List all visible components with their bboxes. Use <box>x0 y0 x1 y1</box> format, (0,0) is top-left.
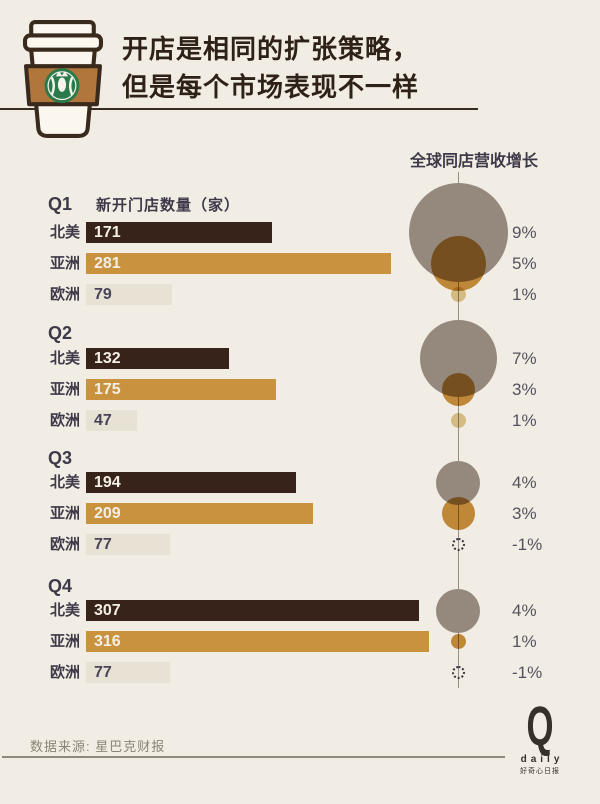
siren-crown <box>55 71 69 77</box>
bar-na: 132 <box>86 348 229 369</box>
title-underline <box>0 108 478 110</box>
growth-value-label: 9% <box>512 222 537 242</box>
growth-value-label: 4% <box>512 600 537 620</box>
growth-bubble-asia <box>430 236 486 291</box>
bar-value: 209 <box>94 505 121 522</box>
bubble-axis-line <box>458 172 459 688</box>
region-label-asia: 亚洲 <box>50 255 81 272</box>
bar-value: 77 <box>94 536 112 553</box>
region-label-europe: 欧洲 <box>50 536 81 553</box>
growth-value-label: 3% <box>512 379 537 399</box>
bar-europe: 79 <box>86 284 172 305</box>
bubble-column-header: 全球同店营收增长 <box>409 153 538 170</box>
growth-bubble-asia <box>450 634 466 649</box>
region-label-asia: 亚洲 <box>50 633 81 650</box>
growth-value-label: -1% <box>512 662 543 682</box>
bar-na: 171 <box>86 222 272 243</box>
bar-value: 316 <box>94 633 121 650</box>
quarter-header-q1: Q1 新开门店数量（家） <box>48 194 240 216</box>
bar-europe: 47 <box>86 410 137 431</box>
bar-europe: 77 <box>86 534 170 555</box>
quarter-label: Q4 <box>48 576 73 596</box>
growth-bubble-na <box>436 588 480 633</box>
bar-value: 47 <box>94 412 112 429</box>
qdaily-q-mark: Q <box>526 694 554 757</box>
growth-bubble-negative-europe <box>451 666 465 679</box>
quarter-header-q2: Q2 <box>48 323 72 345</box>
bar-value: 281 <box>94 255 121 272</box>
qdaily-caption: 好奇心日报 <box>520 768 560 775</box>
quarter-label: Q1 <box>48 194 73 214</box>
bar-value: 175 <box>94 381 121 398</box>
growth-bubble-asia <box>441 497 475 530</box>
starbucks-cup-icon <box>22 20 104 138</box>
region-label-na: 北美 <box>50 602 81 619</box>
region-label-na: 北美 <box>50 224 81 241</box>
title-line2: 但是每个市场表现不一样 <box>122 72 420 102</box>
bar-europe: 77 <box>86 662 170 683</box>
growth-bubble-negative-europe <box>451 538 465 551</box>
growth-value-label: 7% <box>512 348 537 368</box>
region-label-na: 北美 <box>50 474 81 491</box>
siren-body <box>57 77 67 92</box>
growth-value-label: 5% <box>512 253 537 273</box>
bar-asia: 175 <box>86 379 276 400</box>
region-label-europe: 欧洲 <box>50 412 81 429</box>
bar-value: 132 <box>94 350 121 367</box>
region-label-europe: 欧洲 <box>50 664 81 681</box>
page-title: 开店是相同的扩张策略， 但是每个市场表现不一样 <box>122 30 419 106</box>
bar-asia: 316 <box>86 631 429 652</box>
bar-value: 79 <box>94 286 112 303</box>
footer-rule <box>2 756 505 758</box>
siren-tail-right <box>68 76 74 96</box>
bar-na: 307 <box>86 600 419 621</box>
growth-bubble-europe <box>450 287 466 302</box>
growth-value-label: 1% <box>512 410 537 430</box>
growth-value-label: 1% <box>512 284 537 304</box>
title-line1: 开店是相同的扩张策略， <box>122 34 420 64</box>
quarter-label: Q3 <box>48 448 73 468</box>
growth-value-label: 1% <box>512 631 537 651</box>
growth-bubble-europe <box>450 413 466 428</box>
bar-series-title: 新开门店数量（家） <box>96 197 241 214</box>
region-label-asia: 亚洲 <box>50 381 81 398</box>
bar-value: 77 <box>94 664 112 681</box>
cup-lid-brim <box>22 33 104 52</box>
qdaily-wordmark: daily <box>520 754 564 765</box>
growth-value-label: 3% <box>512 503 537 523</box>
starbucks-logo-ring <box>47 71 77 101</box>
growth-value-label: 4% <box>512 472 537 492</box>
quarter-header-q3: Q3 <box>48 448 72 470</box>
growth-bubble-asia <box>441 373 475 406</box>
growth-value-label: -1% <box>512 534 543 554</box>
data-source: 数据来源: 星巴克财报 <box>30 739 166 754</box>
siren-tail-left <box>50 76 55 96</box>
bar-value: 171 <box>94 224 121 241</box>
region-label-europe: 欧洲 <box>50 286 81 303</box>
bar-value: 194 <box>94 474 121 491</box>
region-label-na: 北美 <box>50 350 81 367</box>
region-label-asia: 亚洲 <box>50 505 81 522</box>
quarter-header-q4: Q4 <box>48 576 72 598</box>
bar-value: 307 <box>94 602 121 619</box>
quarter-label: Q2 <box>48 323 73 343</box>
bar-asia: 281 <box>86 253 391 274</box>
qdaily-logo: Q daily 好奇心日报 <box>514 694 566 776</box>
bar-na: 194 <box>86 472 296 493</box>
bar-asia: 209 <box>86 503 313 524</box>
